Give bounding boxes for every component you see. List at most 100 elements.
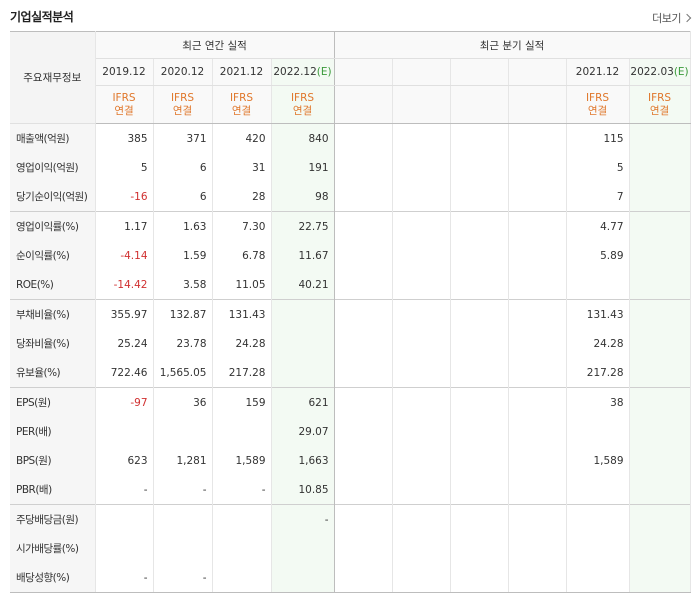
- quarter-value-cell: [508, 241, 567, 270]
- annual-value-cell: 31: [212, 153, 272, 182]
- table-row: PER(배) 29.07: [10, 417, 691, 446]
- annual-date: 2021.12: [212, 58, 272, 86]
- quarter-value-cell: [629, 358, 691, 388]
- annual-header: 최근 연간 실적: [95, 31, 335, 59]
- quarter-value-cell: [450, 387, 509, 417]
- annual-value-cell: -: [95, 563, 154, 593]
- quarter-date: [334, 58, 393, 86]
- table-row: 배당성향(%) - -: [10, 563, 691, 593]
- quarter-value-cell: [334, 211, 393, 241]
- quarter-value-cell: [392, 299, 451, 329]
- chevron-right-icon: [682, 13, 692, 23]
- ifrs-cell: [508, 85, 567, 124]
- annual-value-cell: 6: [153, 153, 213, 182]
- annual-value-cell: 36: [153, 387, 213, 417]
- quarter-value-cell: [566, 417, 630, 446]
- quarter-value-cell: [334, 182, 393, 212]
- annual-value-cell: -4.14: [95, 241, 154, 270]
- quarter-value-cell: 131.43: [566, 299, 630, 329]
- annual-value-cell: 623: [95, 446, 154, 475]
- quarter-value-cell: [629, 387, 691, 417]
- quarter-date-estimate: 2022.03(E): [629, 58, 691, 86]
- quarter-value-cell: [392, 241, 451, 270]
- row-label: 매출액(억원): [10, 123, 96, 153]
- more-link[interactable]: 더보기: [652, 10, 692, 26]
- annual-value-cell: 355.97: [95, 299, 154, 329]
- quarter-value-cell: [508, 299, 567, 329]
- annual-value-cell: 722.46: [95, 358, 154, 388]
- quarter-value-cell: [450, 417, 509, 446]
- ifrs-cell: [334, 85, 393, 124]
- quarter-value-cell: [334, 504, 393, 534]
- annual-value-cell: 6: [153, 182, 213, 212]
- row-label: 영업이익률(%): [10, 211, 96, 241]
- quarter-value-cell: [508, 270, 567, 300]
- quarter-value-cell: [334, 153, 393, 182]
- annual-value-cell: [271, 329, 335, 358]
- quarter-value-cell: [566, 563, 630, 593]
- annual-value-cell: -: [95, 475, 154, 505]
- quarter-value-cell: [450, 446, 509, 475]
- quarter-value-cell: [566, 504, 630, 534]
- row-label: PBR(배): [10, 475, 96, 505]
- row-label: 영업이익(억원): [10, 153, 96, 182]
- row-label: ROE(%): [10, 270, 96, 300]
- annual-value-cell: 40.21: [271, 270, 335, 300]
- annual-value-cell: 191: [271, 153, 335, 182]
- quarter-value-cell: [450, 329, 509, 358]
- table-row: 영업이익률(%) 1.17 1.63 7.30 22.75 4.77: [10, 211, 691, 241]
- table-row: 유보율(%) 722.46 1,565.05 217.28 217.28: [10, 358, 691, 388]
- annual-value-cell: 11.67: [271, 241, 335, 270]
- quarter-value-cell: [450, 123, 509, 153]
- quarter-value-cell: [392, 123, 451, 153]
- quarter-value-cell: [508, 329, 567, 358]
- table-row: BPS(원) 623 1,281 1,589 1,663 1,589: [10, 446, 691, 475]
- quarter-value-cell: [392, 211, 451, 241]
- quarter-value-cell: [629, 241, 691, 270]
- annual-value-cell: 5: [95, 153, 154, 182]
- annual-date: 2020.12: [153, 58, 213, 86]
- annual-value-cell: 11.05: [212, 270, 272, 300]
- ifrs-badge: IFRS 연결: [271, 85, 335, 124]
- annual-date: 2019.12: [95, 58, 154, 86]
- table-row: 영업이익(억원) 5 6 31 191 5: [10, 153, 691, 182]
- table-row: 시가배당률(%): [10, 534, 691, 563]
- table-row: 당좌비율(%) 25.24 23.78 24.28 24.28: [10, 329, 691, 358]
- row-label: 당기순이익(억원): [10, 182, 96, 212]
- quarter-value-cell: [508, 153, 567, 182]
- annual-value-cell: [95, 417, 154, 446]
- annual-value-cell: 217.28: [212, 358, 272, 388]
- quarter-value-cell: [629, 211, 691, 241]
- annual-value-cell: [153, 504, 213, 534]
- quarter-value-cell: [629, 329, 691, 358]
- quarter-value-cell: [629, 153, 691, 182]
- table-row: 매출액(억원) 385 371 420 840 115: [10, 123, 691, 153]
- section-title: 기업실적분석: [10, 10, 74, 24]
- table-row: ROE(%) -14.42 3.58 11.05 40.21: [10, 270, 691, 300]
- quarterly-header: 최근 분기 실적: [334, 31, 691, 59]
- table-row: 부채비율(%) 355.97 132.87 131.43 131.43: [10, 299, 691, 329]
- annual-value-cell: 131.43: [212, 299, 272, 329]
- annual-value-cell: 385: [95, 123, 154, 153]
- quarter-value-cell: [629, 417, 691, 446]
- quarter-value-cell: [450, 182, 509, 212]
- quarter-value-cell: [450, 563, 509, 593]
- more-label: 더보기: [652, 12, 681, 25]
- quarter-value-cell: [334, 417, 393, 446]
- quarter-value-cell: 24.28: [566, 329, 630, 358]
- quarter-value-cell: [629, 446, 691, 475]
- annual-value-cell: 10.85: [271, 475, 335, 505]
- quarter-value-cell: 5.89: [566, 241, 630, 270]
- annual-value-cell: [212, 534, 272, 563]
- annual-value-cell: 1,565.05: [153, 358, 213, 388]
- quarter-value-cell: [508, 504, 567, 534]
- quarter-value-cell: [508, 358, 567, 388]
- row-label: 시가배당률(%): [10, 534, 96, 563]
- row-label: 부채비율(%): [10, 299, 96, 329]
- quarter-value-cell: 217.28: [566, 358, 630, 388]
- quarter-value-cell: [450, 534, 509, 563]
- quarter-value-cell: [508, 534, 567, 563]
- row-label: 순이익률(%): [10, 241, 96, 270]
- quarter-value-cell: [334, 299, 393, 329]
- quarter-value-cell: [334, 241, 393, 270]
